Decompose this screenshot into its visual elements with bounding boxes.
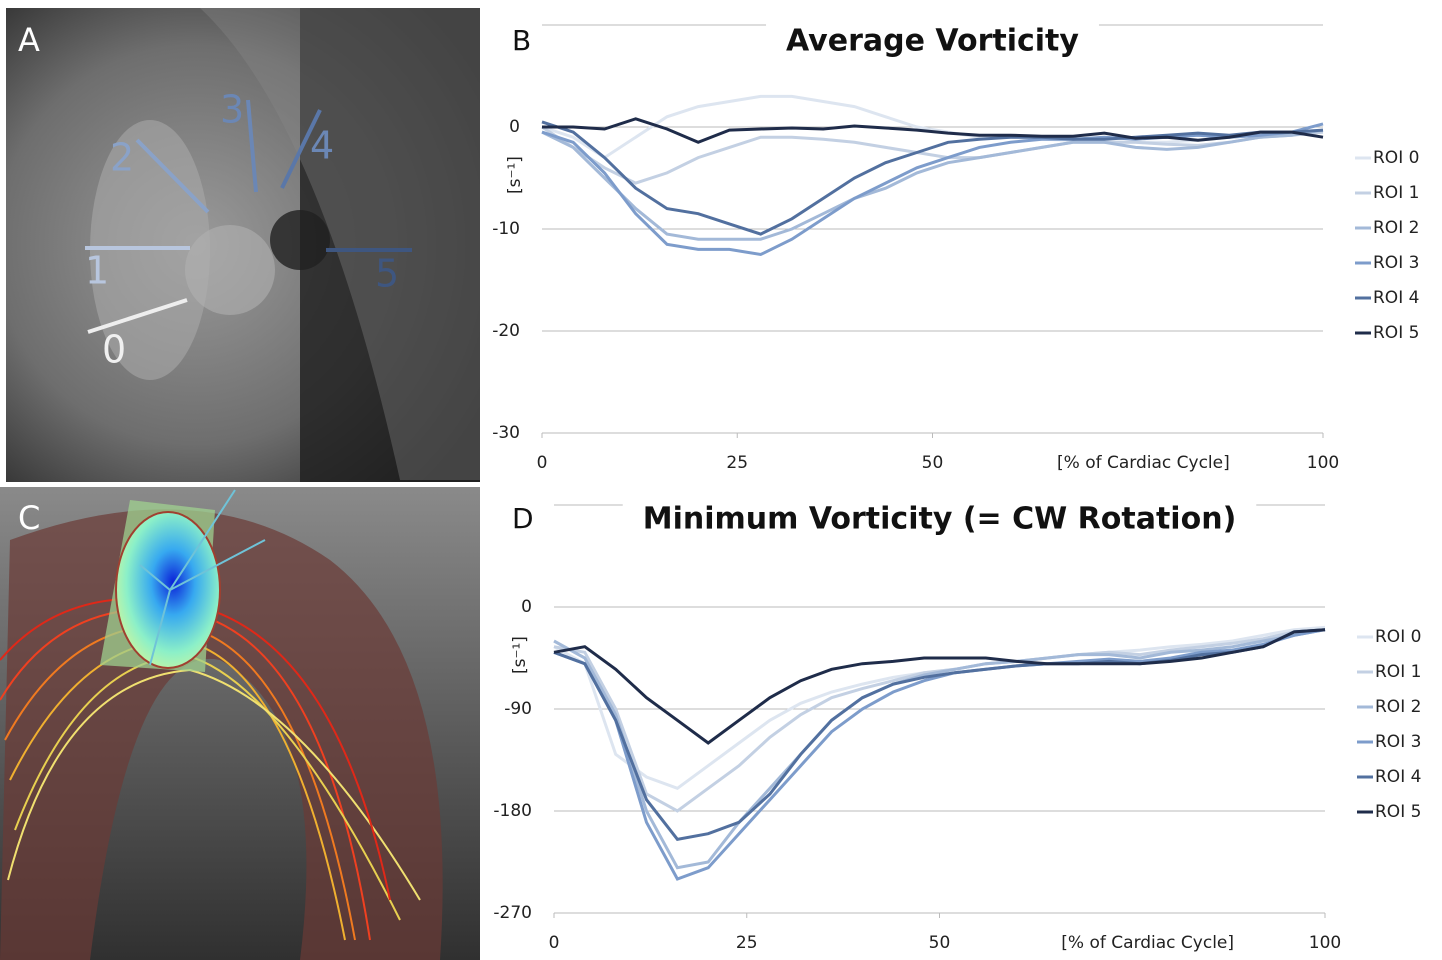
x-tick-label: 50 <box>929 933 951 953</box>
legend-label: ROI 2 <box>1373 218 1419 238</box>
roi-label: 3 <box>220 88 244 132</box>
y-tick-label: -90 <box>504 699 532 719</box>
x-tick-label: 100 <box>1307 453 1339 473</box>
flow-rendering: C <box>0 487 480 960</box>
panel-label: A <box>18 21 40 59</box>
chart-title: Minimum Vorticity (= CW Rotation) <box>643 502 1237 537</box>
roi-label: 4 <box>310 124 334 168</box>
y-tick-label: -30 <box>492 423 520 443</box>
legend-label: ROI 5 <box>1375 802 1421 822</box>
panel-label: C <box>18 499 40 537</box>
x-tick-label: 0 <box>549 933 560 953</box>
legend-label: ROI 5 <box>1373 323 1419 343</box>
y-axis-label: [s⁻¹] <box>510 636 530 674</box>
y-tick-label: 0 <box>521 597 532 617</box>
y-tick-label: -270 <box>493 903 532 923</box>
series-line <box>553 628 1326 881</box>
y-tick-label: -10 <box>492 219 520 239</box>
roi-label: 2 <box>110 136 134 180</box>
legend-label: ROI 1 <box>1373 183 1419 203</box>
series-line <box>541 120 1324 236</box>
series-line <box>553 628 1326 870</box>
legend-label: ROI 3 <box>1373 253 1419 273</box>
x-axis-label: [% of Cardiac Cycle] <box>1057 453 1230 473</box>
x-tick-label: 25 <box>736 933 758 953</box>
y-tick-label: -20 <box>492 321 520 341</box>
series-line <box>553 628 1326 745</box>
legend-label: ROI 2 <box>1375 697 1421 717</box>
legend-label: ROI 0 <box>1375 627 1421 647</box>
x-tick-label: 0 <box>537 453 548 473</box>
series-line <box>553 628 1326 841</box>
mri-image: A 0 1 2 3 4 5 <box>6 8 480 482</box>
y-tick-label: 0 <box>509 117 520 137</box>
roi-label: 5 <box>375 252 399 296</box>
series-line <box>542 117 1324 144</box>
legend-label: ROI 3 <box>1375 732 1421 752</box>
legend-label: ROI 4 <box>1373 288 1419 308</box>
series-line <box>541 122 1324 257</box>
panel-label: B <box>512 24 531 57</box>
x-axis-label: [% of Cardiac Cycle] <box>1061 933 1234 953</box>
panel-label: D <box>512 502 534 535</box>
series-line <box>541 128 1324 241</box>
x-tick-label: 25 <box>726 453 748 473</box>
x-tick-label: 50 <box>922 453 944 473</box>
roi-label: 1 <box>85 249 109 293</box>
y-tick-label: -180 <box>493 801 532 821</box>
chart-title: Average Vorticity <box>786 24 1079 59</box>
roi-label: 0 <box>102 328 126 372</box>
legend-label: ROI 0 <box>1373 148 1419 168</box>
title-background <box>766 22 1099 62</box>
series-line <box>541 125 1324 185</box>
legend-label: ROI 4 <box>1375 767 1421 787</box>
y-axis-label: [s⁻¹] <box>505 156 525 194</box>
legend-label: ROI 1 <box>1375 662 1421 682</box>
title-background <box>622 500 1257 540</box>
x-tick-label: 100 <box>1309 933 1341 953</box>
